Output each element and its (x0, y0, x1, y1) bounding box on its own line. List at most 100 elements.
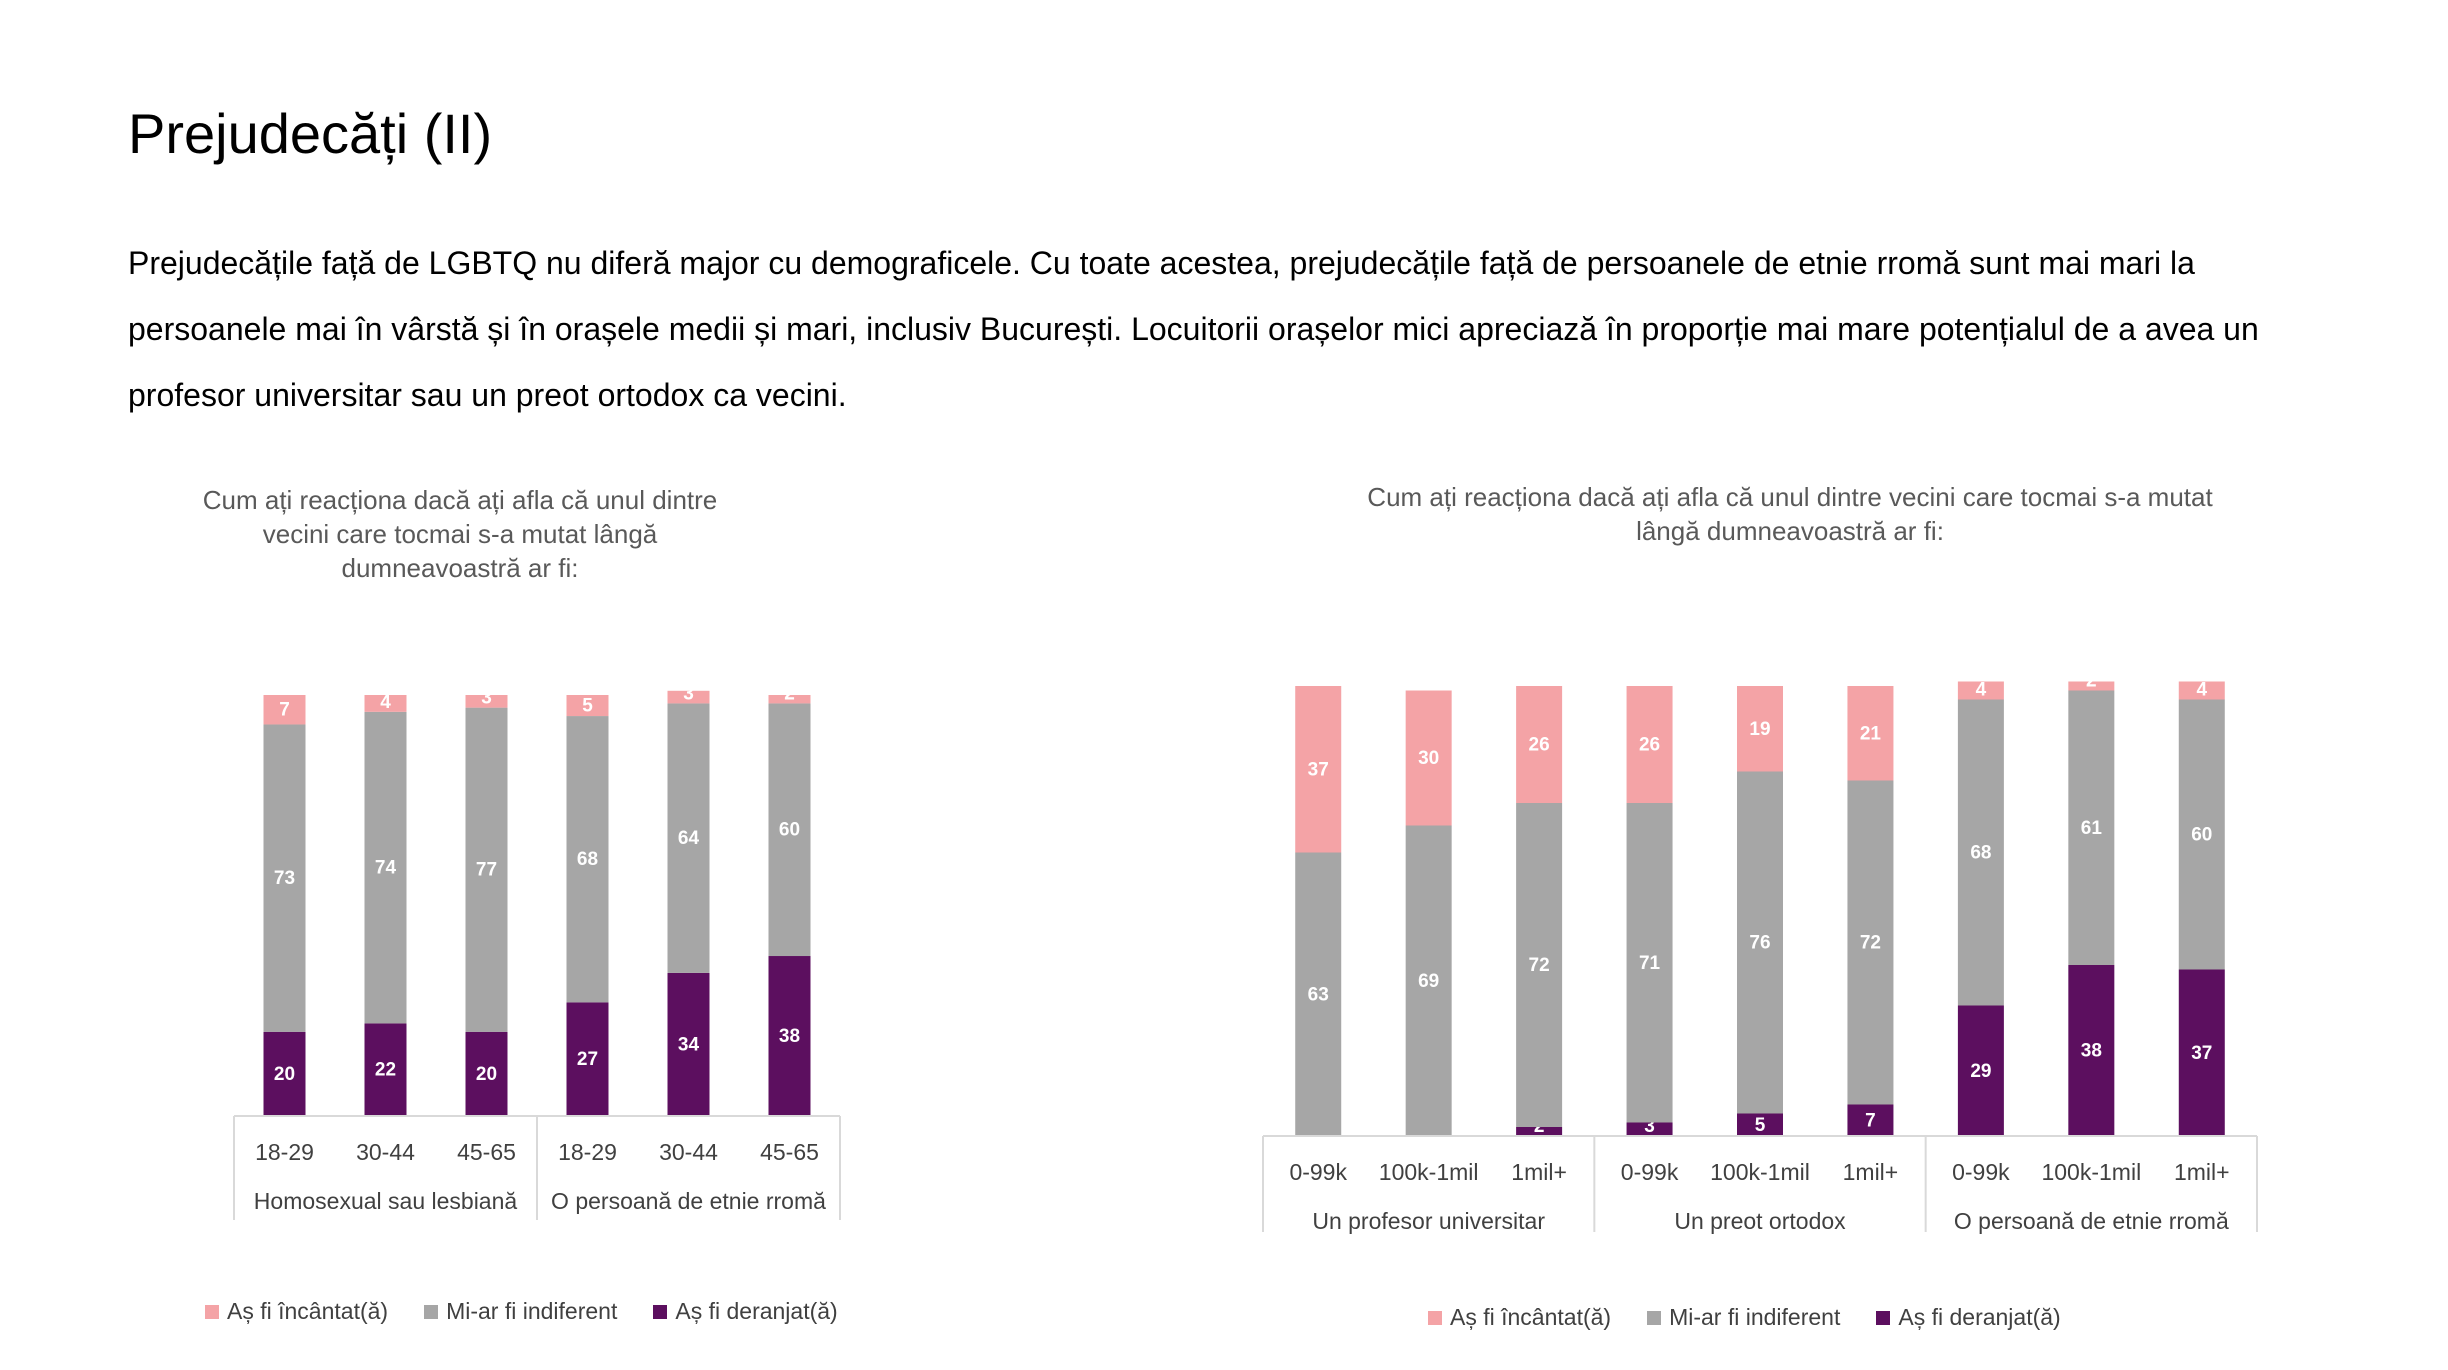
legend-label-indiferent: Mi-ar fi indiferent (1669, 1304, 1841, 1330)
bar-segment (1847, 1104, 1894, 1136)
data-label: 20 (274, 1064, 295, 1085)
bar-segment (1957, 699, 2004, 1006)
x-tick-label: 1mil+ (1843, 1159, 1899, 1185)
bar-segment (1737, 771, 1783, 1114)
x-tick-label: 1mil+ (2174, 1159, 2230, 1185)
bar-segment (364, 1023, 407, 1116)
bar-segment (2178, 699, 2225, 970)
data-label: 5 (582, 696, 593, 717)
group-label: O persoană de etnie rromă (551, 1188, 826, 1214)
data-label: 2 (784, 683, 795, 704)
data-label: 30 (1418, 748, 1439, 769)
x-tick-label: 18-29 (558, 1139, 617, 1165)
legend-item-deranjat: Aș fi deranjat(ă) (653, 1298, 838, 1325)
group-label: Homosexual sau lesbiană (254, 1188, 518, 1214)
data-label: 76 (1749, 933, 1770, 954)
x-tick-label: 0-99k (1289, 1159, 1347, 1185)
x-tick-label: 30-44 (659, 1139, 718, 1165)
data-label: 26 (1529, 735, 1550, 756)
data-label: 22 (375, 1060, 396, 1081)
data-label: 5 (1755, 1115, 1766, 1136)
chart-2-title: Cum ați reacționa dacă ați afla că unul … (1367, 482, 2213, 546)
legend-label-deranjat: Aș fi deranjat(ă) (675, 1298, 838, 1324)
data-label: 26 (1639, 735, 1660, 756)
data-label: 60 (2191, 825, 2212, 846)
bar-segment (1405, 690, 1452, 826)
chart-1-legend: Aș fi încântat(ă) Mi-ar fi indiferent Aș… (205, 1298, 874, 1325)
legend-item-deranjat: Aș fi deranjat(ă) (1876, 1304, 2061, 1331)
data-label: 77 (476, 860, 497, 881)
data-label: 2 (2086, 671, 2097, 692)
bar-segment (667, 703, 710, 973)
legend-item-incantat: Aș fi încântat(ă) (205, 1298, 388, 1325)
data-label: 71 (1639, 953, 1661, 974)
bar-segment (2068, 690, 2115, 965)
bar-segment (263, 724, 306, 1032)
group-label: Un profesor universitar (1312, 1208, 1545, 1234)
data-label: 72 (1860, 933, 1881, 954)
x-tick-label: 18-29 (255, 1139, 314, 1165)
x-tick-label: 0-99k (1621, 1159, 1679, 1185)
bar-segment (2068, 965, 2115, 1136)
bar-segment (1626, 803, 1673, 1123)
data-label: 4 (380, 692, 391, 713)
data-label: 4 (1976, 680, 1987, 701)
group-label: Un preot ortodox (1674, 1208, 1846, 1234)
data-label: 64 (678, 828, 700, 849)
bar-segment (364, 711, 407, 1024)
x-tick-label: 100k-1mil (1379, 1159, 1479, 1185)
bar-segment (1516, 686, 1563, 803)
bar-segment (1737, 1113, 1783, 1136)
x-tick-label: 100k-1mil (1710, 1159, 1810, 1185)
legend-swatch-incantat (205, 1304, 219, 1319)
legend-label-incantat: Aș fi încântat(ă) (227, 1298, 389, 1324)
bar-segment (1957, 1005, 2004, 1136)
bar-segment (2178, 969, 2225, 1136)
data-label: 69 (1418, 971, 1439, 992)
slide-body-text: Prejudecățile față de LGBTQ nu diferă ma… (128, 245, 2259, 413)
bar-segment (263, 1031, 306, 1116)
bar-segment (667, 972, 710, 1116)
bar-segment (465, 707, 508, 1032)
x-tick-label: 30-44 (356, 1139, 415, 1165)
bar-segment (1516, 1127, 1563, 1136)
bar-segment (465, 695, 508, 708)
bar-segment (1626, 686, 1673, 803)
bar-segment (768, 956, 811, 1116)
bar-segment (1516, 803, 1563, 1127)
data-label: 3 (1644, 1116, 1655, 1137)
bar-segment (1737, 686, 1783, 772)
bar-segment (1957, 681, 2004, 700)
data-label: 7 (279, 700, 290, 721)
legend-item-indiferent: Mi-ar fi indiferent (1647, 1304, 1840, 1331)
chart-1-title: Cum ați reacționa dacă ați afla că unul … (202, 485, 718, 583)
bar-segment (566, 716, 609, 1003)
bar-segment (566, 695, 609, 717)
bar-segment (364, 695, 407, 712)
data-label: 4 (2196, 680, 2207, 701)
bar-segment (566, 1002, 609, 1116)
bar-segment (1295, 686, 1342, 853)
data-label: 21 (1860, 723, 1882, 744)
bar-segment (1405, 825, 1452, 1136)
bar-segment (2068, 681, 2115, 691)
data-label: 74 (375, 858, 397, 879)
x-tick-label: 45-65 (760, 1139, 819, 1165)
legend-item-indiferent: Mi-ar fi indiferent (424, 1298, 617, 1325)
data-label: 72 (1529, 955, 1550, 976)
bar-segment (465, 1031, 508, 1116)
x-tick-label: 100k-1mil (2041, 1159, 2141, 1185)
x-tick-label: 1mil+ (1511, 1159, 1567, 1185)
data-label: 3 (481, 688, 492, 709)
bar-segment (1295, 852, 1342, 1136)
bar-segment (768, 695, 811, 704)
data-label: 68 (577, 849, 598, 870)
bar-segment (768, 703, 811, 957)
data-label: 34 (678, 1034, 700, 1055)
bar-segment (2178, 681, 2225, 700)
bar-segment (1626, 1122, 1673, 1136)
data-label: 37 (2191, 1043, 2212, 1064)
legend-swatch-indiferent (424, 1304, 439, 1319)
